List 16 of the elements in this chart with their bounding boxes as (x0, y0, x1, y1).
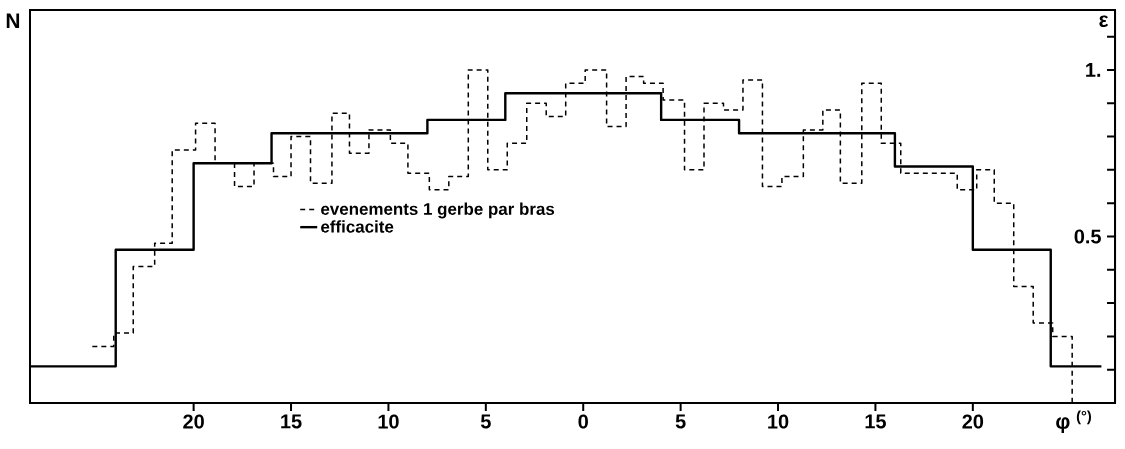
x-tick-label: 20 (962, 414, 984, 429)
x-tick-label: 15 (865, 414, 886, 429)
y-axis-title: N (6, 13, 20, 28)
x-tick-label: 10 (378, 414, 399, 429)
x-axis-title: φ $^{(°)}$ (1056, 410, 1092, 433)
y2-tick-label: 1. (1086, 63, 1101, 77)
x-tick-label: 15 (281, 414, 302, 429)
x-tick-label: 5 (675, 414, 686, 429)
x-tick-label: 5 (480, 414, 491, 429)
y2-axis-title: ε (1099, 15, 1109, 27)
legend-label: evenements 1 gerbe par bras (321, 202, 555, 219)
legend-label: efficacite (321, 220, 394, 233)
y2-tick-label: 0.5 (1074, 229, 1101, 244)
x-tick-label: 0 (578, 414, 588, 429)
x-tick-label: 20 (183, 414, 204, 429)
x-tick-label: 10 (768, 414, 789, 429)
